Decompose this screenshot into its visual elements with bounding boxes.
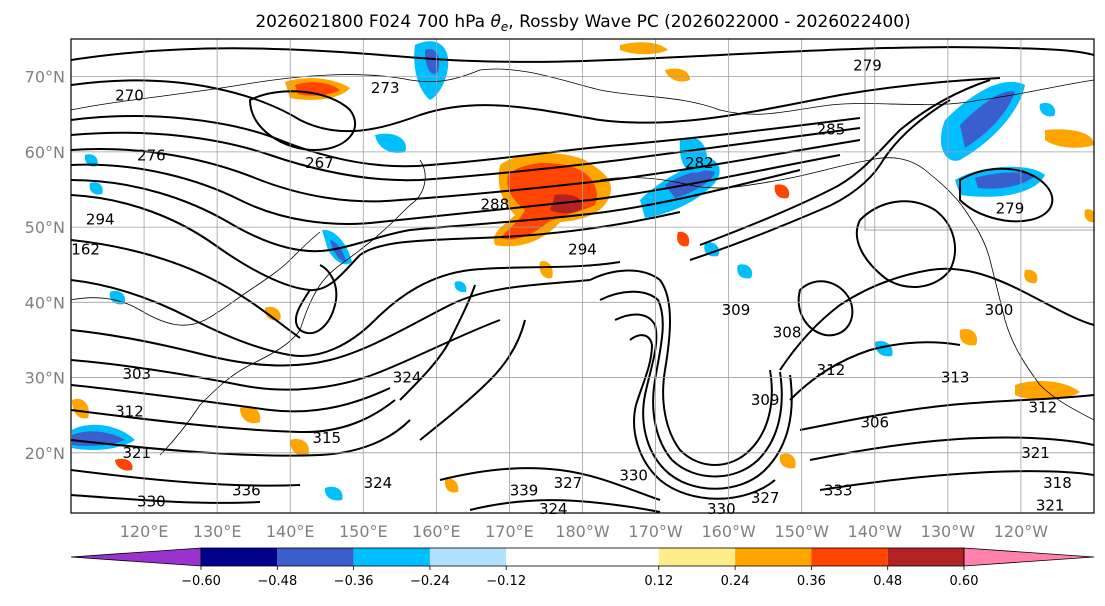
contour-label: 312 — [817, 361, 846, 379]
lon-tick-label: 170°E — [485, 522, 534, 541]
contour-label: 288 — [480, 196, 509, 214]
lat-tick-label: 40°N — [25, 293, 65, 312]
contour-label: 333 — [824, 481, 853, 499]
lon-tick-label: 160°W — [701, 522, 756, 541]
contour-label: 339 — [510, 481, 539, 499]
colorbar-bin — [811, 548, 888, 566]
colorbar-bin — [429, 548, 507, 566]
colorbar-bin — [658, 548, 736, 566]
lon-tick-label: 140°W — [848, 522, 903, 541]
contour-label: 324 — [393, 369, 422, 387]
latitude-labels: 70°N 60°N 50°N 40°N 30°N 20°N — [25, 68, 65, 463]
contour-label: 324 — [364, 474, 393, 492]
colorbar-bin — [506, 548, 659, 566]
lon-tick-label: 180°W — [555, 522, 610, 541]
contour-label: 279 — [996, 199, 1025, 217]
contour-label: 313 — [941, 369, 970, 387]
contour-label: 308 — [773, 323, 802, 341]
contour-label: 336 — [232, 481, 261, 499]
contour-label: 321 — [122, 444, 151, 462]
contour-label: 327 — [751, 489, 780, 507]
colorbar-tick-label: 0.12 — [644, 574, 673, 589]
contour-label: 162 — [71, 241, 100, 259]
colorbar-bin — [201, 548, 278, 566]
lat-tick-label: 20°N — [25, 444, 65, 463]
lon-tick-label: 170°W — [628, 522, 683, 541]
contour-label: 309 — [722, 301, 751, 319]
lon-tick-label: 140°E — [266, 522, 315, 541]
colorbar-tick-label: −0.12 — [486, 574, 526, 589]
lon-tick-label: 150°E — [339, 522, 388, 541]
contour-label: 285 — [817, 120, 846, 138]
colorbar-tick-label: −0.60 — [181, 574, 221, 589]
colorbar-frame — [200, 547, 965, 567]
contour-label: 330 — [137, 493, 166, 511]
figure-title: 2026021800 F024 700 hPa θe, Rossby Wave … — [255, 12, 910, 34]
colorbar-bin — [70, 547, 202, 567]
contour-label: 294 — [86, 211, 115, 229]
colorbar-tick-label: 0.48 — [873, 574, 902, 589]
contour-label: 321 — [1036, 496, 1065, 514]
contour-label: 318 — [1043, 474, 1072, 492]
contour-label: 306 — [860, 414, 889, 432]
coastlines — [71, 50, 1094, 456]
colorbar-tick-label: 0.60 — [950, 574, 979, 589]
lon-tick-label: 120°E — [120, 522, 169, 541]
lat-tick-label: 30°N — [25, 369, 65, 388]
lat-tick-label: 70°N — [25, 68, 65, 87]
colorbar-bin — [735, 548, 812, 566]
colorbar-tick-label: −0.36 — [334, 574, 374, 589]
contour-label: 300 — [985, 301, 1014, 319]
contour-label: 303 — [122, 365, 151, 383]
colorbar-tick-label: 0.24 — [721, 574, 750, 589]
colorbar-tick-label: 0.36 — [797, 574, 826, 589]
colorbar-bin — [277, 548, 354, 566]
contour-label: 312 — [115, 402, 144, 420]
contour-label: 321 — [1021, 444, 1050, 462]
lat-tick-label: 60°N — [25, 143, 65, 162]
map-panel: 279 270 273 276 267 282 285 288 294 279 300 309 308 3… — [25, 38, 1095, 541]
lat-tick-label: 50°N — [25, 218, 65, 237]
contour-label: 315 — [312, 429, 341, 447]
lon-tick-label: 130°E — [193, 522, 242, 541]
colorbar: −0.60 −0.48 −0.36 −0.24 −0.12 0.12 0.24 0.36 0.4… — [70, 547, 1095, 589]
lon-tick-label: 120°W — [994, 522, 1049, 541]
contour-label: 294 — [568, 241, 597, 259]
contour-label: 273 — [371, 79, 400, 97]
colorbar-tick-label: −0.24 — [410, 574, 450, 589]
colorbar-bin — [353, 548, 430, 566]
contour-label: 327 — [554, 474, 583, 492]
colorbar-tick-label: −0.48 — [257, 574, 297, 589]
colorbar-bin — [963, 547, 1095, 567]
contour-label: 276 — [137, 147, 166, 165]
contour-label: 279 — [853, 56, 882, 74]
contour-label: 282 — [685, 154, 714, 172]
theta-e-contours — [71, 46, 1094, 513]
graticule — [71, 39, 1094, 513]
contour-label: 330 — [619, 466, 648, 484]
contour-label: 267 — [305, 154, 334, 172]
contour-label: 324 — [539, 500, 568, 518]
colorbar-bin — [887, 548, 964, 566]
lon-tick-label: 160°E — [412, 522, 461, 541]
contour-labels: 279 270 273 276 267 282 285 288 294 279 300 309 308 3… — [71, 56, 1071, 518]
contour-label: 309 — [751, 391, 780, 409]
lon-tick-label: 150°W — [775, 522, 830, 541]
longitude-labels: 120°E 130°E 140°E 150°E 160°E 170°E 180°W 170°W… — [120, 522, 1049, 541]
contour-label: 312 — [1029, 399, 1058, 417]
lon-tick-label: 130°W — [921, 522, 976, 541]
contour-label: 270 — [115, 86, 144, 104]
map-frame — [70, 38, 1095, 514]
contour-label: 330 — [707, 500, 736, 518]
